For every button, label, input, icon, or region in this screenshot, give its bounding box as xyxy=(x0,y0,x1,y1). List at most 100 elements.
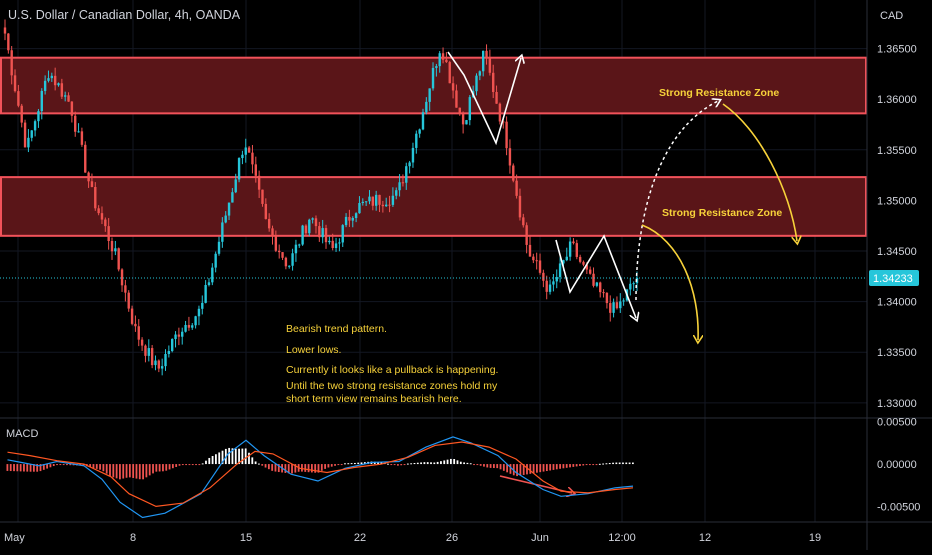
note-line-4: Until the two strong resistance zones ho… xyxy=(286,380,498,392)
time-axis[interactable]: May 8 15 22 26 Jun 12:00 12 19 xyxy=(4,532,821,544)
macd-hist-bar xyxy=(436,461,439,465)
macd-hist-bar xyxy=(413,463,416,465)
macd-hist-bar xyxy=(228,447,231,465)
macd-hist-bar xyxy=(327,464,330,468)
macd-hist-bar xyxy=(420,462,422,465)
candle-body xyxy=(374,194,378,206)
resistance-zone-lower[interactable] xyxy=(0,176,867,237)
macd-hist-bar xyxy=(115,464,118,479)
macd-hist-bar xyxy=(499,464,502,470)
macd-hist-bar xyxy=(363,462,366,465)
macd-title: MACD xyxy=(6,428,38,440)
candle-body xyxy=(622,300,625,302)
candle-body xyxy=(528,244,532,257)
note-line-3: Currently it looks like a pullback is ha… xyxy=(286,364,498,376)
candle-body xyxy=(615,302,619,309)
candle-body xyxy=(33,121,37,131)
candle-body xyxy=(555,277,558,282)
macd-hist-bar xyxy=(380,462,383,465)
candle-body xyxy=(395,190,398,196)
price-tick-label: 1.34000 xyxy=(877,297,917,309)
macd-hist-bar xyxy=(105,464,108,474)
candle-body xyxy=(354,213,358,218)
macd-hist-bar xyxy=(344,463,346,465)
macd-hist-bar xyxy=(526,464,528,475)
macd-hist-bar xyxy=(486,464,489,468)
macd-hist-bar xyxy=(406,463,409,465)
candle-body xyxy=(124,285,127,293)
macd-hist-bar xyxy=(519,464,522,476)
macd-hist-bar xyxy=(602,463,605,465)
macd-hist-bar xyxy=(218,452,221,465)
macd-tick-label: 0.00500 xyxy=(877,417,917,429)
candle-body xyxy=(605,292,609,304)
macd-hist-bar xyxy=(56,464,58,466)
candle-body xyxy=(361,201,364,203)
macd-hist-bar xyxy=(69,464,72,466)
candle-body xyxy=(398,182,401,191)
zigzag-bottom-arrow xyxy=(555,234,636,318)
macd-hist-bar xyxy=(334,464,336,466)
candle-body xyxy=(130,308,134,324)
macd-hist-bar xyxy=(158,464,161,472)
macd-hist-bar xyxy=(49,464,52,468)
candle-body xyxy=(110,241,114,252)
macd-hist-bar xyxy=(135,464,138,479)
candle-body xyxy=(515,180,518,196)
macd-hist-bar xyxy=(152,464,154,474)
price-axis[interactable]: 1.36500 1.36000 1.35500 1.35000 1.34500 1.340… xyxy=(877,44,917,410)
note-line-5: short term view remains bearish here. xyxy=(286,393,462,405)
macd-hist-bar xyxy=(314,464,317,473)
macd-hist-bar xyxy=(92,464,95,469)
candle-body xyxy=(264,203,268,219)
candle-body xyxy=(485,50,488,59)
macd-axis[interactable]: 0.00500 0.00000 -0.00500 xyxy=(877,417,920,514)
candle-body xyxy=(160,366,164,369)
candle-body xyxy=(100,213,104,220)
macd-hist-bar xyxy=(23,464,25,472)
macd-hist-bar xyxy=(360,462,363,465)
candle-body xyxy=(244,147,247,155)
candle-body xyxy=(234,179,237,193)
candle-body xyxy=(177,334,181,337)
macd-hist-bar xyxy=(340,464,343,466)
candle-body xyxy=(468,97,472,121)
macd-hist-bar xyxy=(19,464,22,472)
macd-hist-bar xyxy=(456,460,459,465)
candle-body xyxy=(388,204,391,206)
macd-hist-bar xyxy=(195,464,197,466)
candle-body xyxy=(201,302,204,309)
macd-hist-bar xyxy=(198,464,201,466)
time-tick-label: May xyxy=(4,532,25,544)
candle-body xyxy=(518,195,522,218)
macd-hist-bar xyxy=(562,464,565,469)
macd-hist-bar xyxy=(148,464,151,476)
macd-hist-bar xyxy=(387,463,389,465)
candle-body xyxy=(30,130,33,138)
candle-body xyxy=(120,269,124,286)
candle-body xyxy=(87,172,90,182)
macd-hist-bar xyxy=(291,464,293,474)
candle-body xyxy=(448,62,451,84)
price-tick-label: 1.36000 xyxy=(877,94,917,106)
candle-body xyxy=(3,27,7,34)
macd-hist-bar xyxy=(26,464,29,472)
candle-body xyxy=(304,225,308,234)
macd-hist-bar xyxy=(373,461,376,465)
macd-hist-bar xyxy=(357,462,360,465)
time-tick-label: Jun xyxy=(531,532,549,544)
price-tick-label: 1.33000 xyxy=(877,398,917,410)
macd-hist-bar xyxy=(516,464,518,477)
time-tick-label: 12:00 xyxy=(608,532,636,544)
candle-body xyxy=(70,101,74,116)
macd-hist-bar xyxy=(241,448,244,465)
macd-hist-bar xyxy=(565,464,568,468)
candle-body xyxy=(194,316,197,326)
macd-hist-bar xyxy=(595,464,598,466)
candle-body xyxy=(351,217,354,221)
macd-hist-bar xyxy=(46,464,49,469)
macd-hist-bar xyxy=(89,464,92,468)
candle-body xyxy=(542,272,545,281)
